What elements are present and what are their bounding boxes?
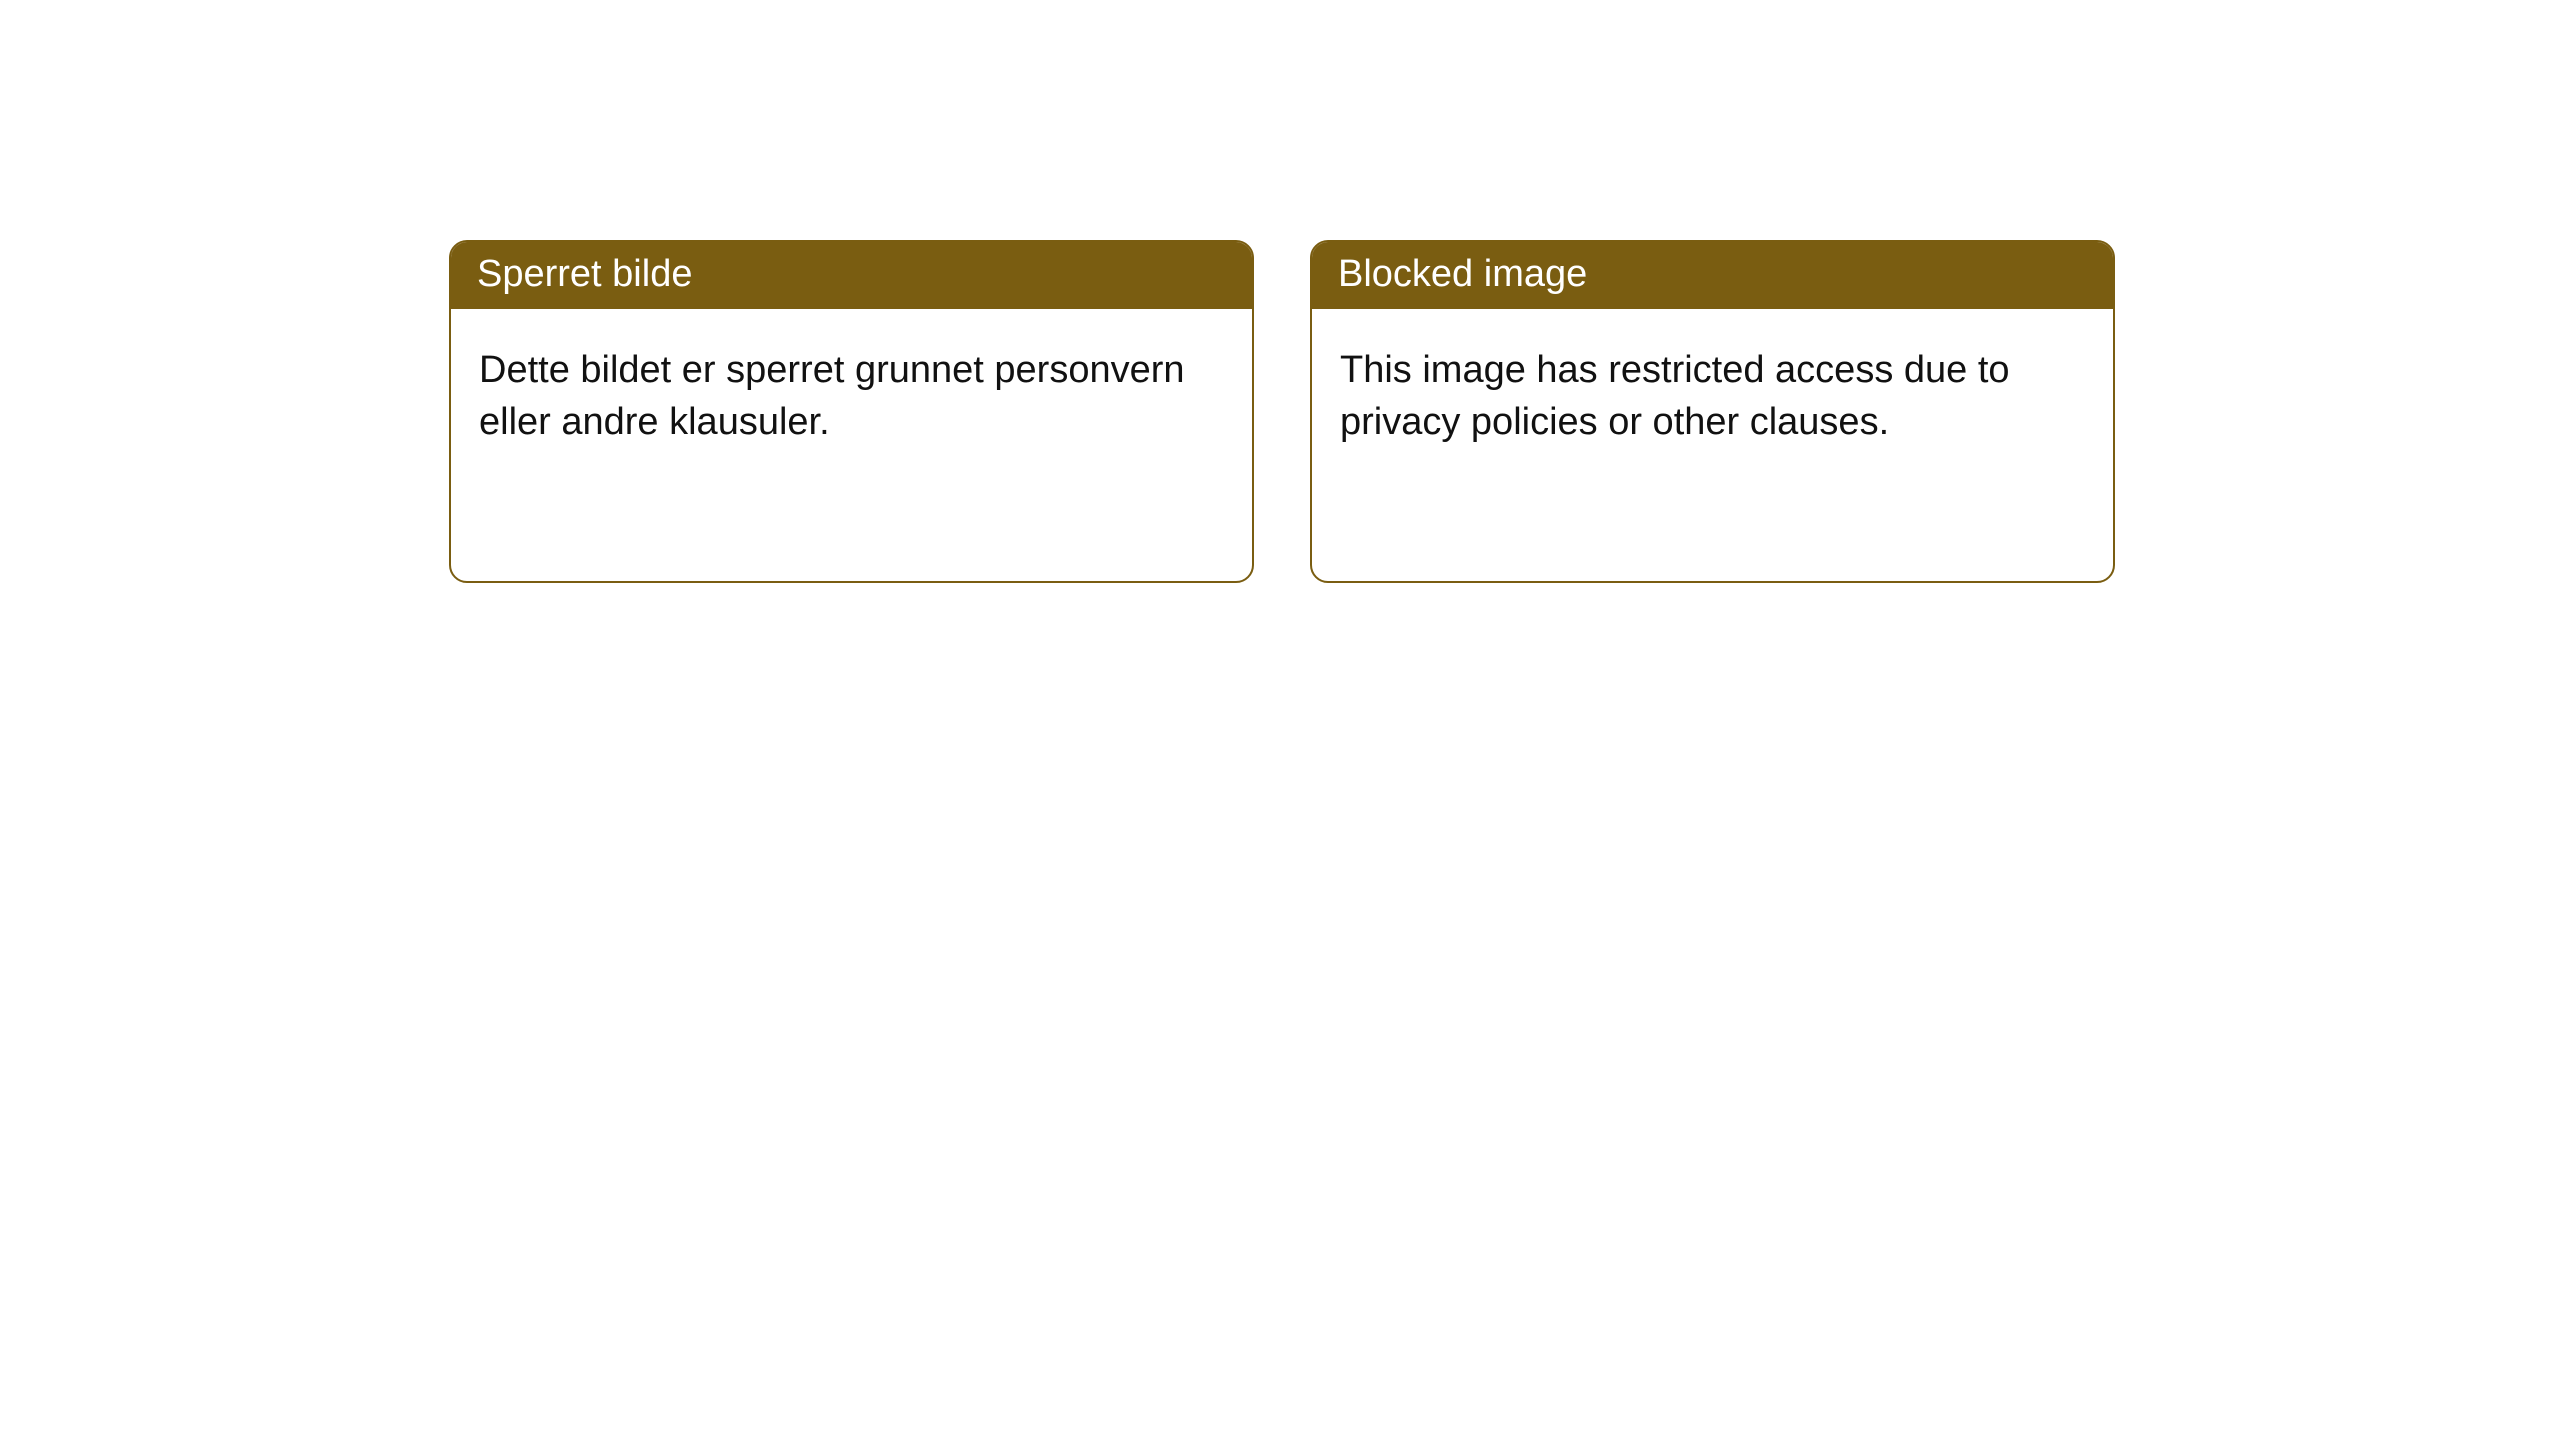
notice-container: Sperret bilde Dette bildet er sperret gr… xyxy=(0,0,2560,583)
notice-card-norwegian: Sperret bilde Dette bildet er sperret gr… xyxy=(449,240,1254,583)
notice-card-title: Blocked image xyxy=(1312,242,2113,309)
notice-card-body: This image has restricted access due to … xyxy=(1312,309,2113,581)
notice-card-text: This image has restricted access due to … xyxy=(1340,345,2085,448)
notice-card-text: Dette bildet er sperret grunnet personve… xyxy=(479,345,1224,448)
notice-card-english: Blocked image This image has restricted … xyxy=(1310,240,2115,583)
notice-card-body: Dette bildet er sperret grunnet personve… xyxy=(451,309,1252,581)
notice-card-title: Sperret bilde xyxy=(451,242,1252,309)
